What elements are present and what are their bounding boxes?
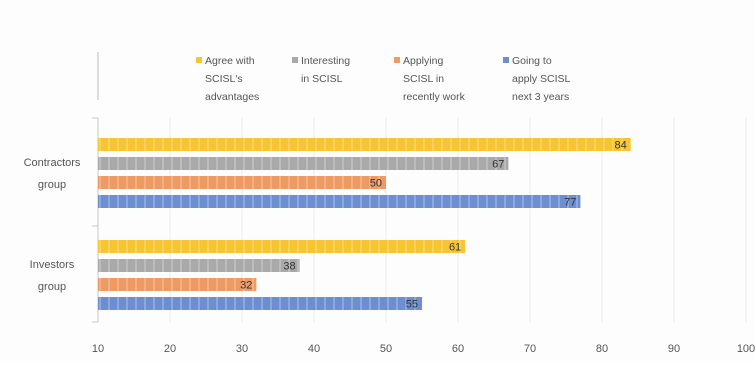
category-labels: Contractors group Investors group (24, 157, 81, 293)
category-label: group (38, 281, 66, 293)
x-tick-label: 90 (668, 343, 680, 355)
bars (98, 138, 631, 310)
x-tick-label: 60 (452, 343, 464, 355)
legend-swatch (292, 57, 298, 63)
data-label: 32 (240, 280, 252, 292)
data-label: 77 (564, 197, 576, 209)
x-tick-label: 20 (164, 343, 176, 355)
legend-label: recently work (403, 91, 466, 103)
bar-texture (98, 195, 581, 208)
legend-swatch (394, 57, 400, 63)
data-label: 38 (283, 261, 295, 273)
bar-texture (98, 138, 631, 151)
bar-texture (98, 240, 466, 253)
legend-swatch (196, 57, 202, 63)
x-tick-label: 10 (92, 343, 104, 355)
legend-label: Going to (512, 55, 552, 67)
bar-texture (98, 157, 509, 170)
data-label: 67 (492, 159, 504, 171)
legend-label: Agree with (205, 55, 255, 67)
bar-texture (98, 278, 257, 291)
legend-label: Applying (403, 55, 443, 67)
legend: Agree with SCISL's advantages Interesting in… (97, 52, 571, 103)
legend-label: SCISL in (403, 73, 444, 85)
x-tick-label: 50 (380, 343, 392, 355)
gridlines (92, 117, 747, 323)
legend-label: Interesting (301, 55, 350, 67)
legend-label: SCISL's (205, 73, 243, 85)
x-tick-label: 80 (596, 343, 608, 355)
legend-label: apply SCISL (512, 73, 571, 85)
x-tick-label: 100 (737, 343, 755, 355)
bar-texture (98, 297, 422, 310)
data-labels: 84 67 50 77 61 38 32 55 (240, 140, 627, 311)
legend-swatch (503, 57, 509, 63)
x-tick-label: 30 (236, 343, 248, 355)
bar-texture (98, 176, 386, 189)
legend-label: in SCISL (301, 73, 343, 85)
x-axis: 10 20 30 40 50 60 70 80 90 100 (92, 343, 755, 355)
legend-label: advantages (205, 91, 259, 103)
data-label: 84 (615, 140, 627, 152)
x-tick-label: 40 (308, 343, 320, 355)
x-tick-label: 70 (524, 343, 536, 355)
category-label: group (38, 179, 66, 191)
category-label: Investors (30, 259, 75, 271)
legend-label: next 3 years (512, 91, 569, 103)
bar-texture (98, 259, 300, 272)
category-label: Contractors (24, 157, 81, 169)
data-label: 61 (449, 242, 461, 254)
data-label: 50 (370, 178, 382, 190)
data-label: 55 (406, 299, 418, 311)
